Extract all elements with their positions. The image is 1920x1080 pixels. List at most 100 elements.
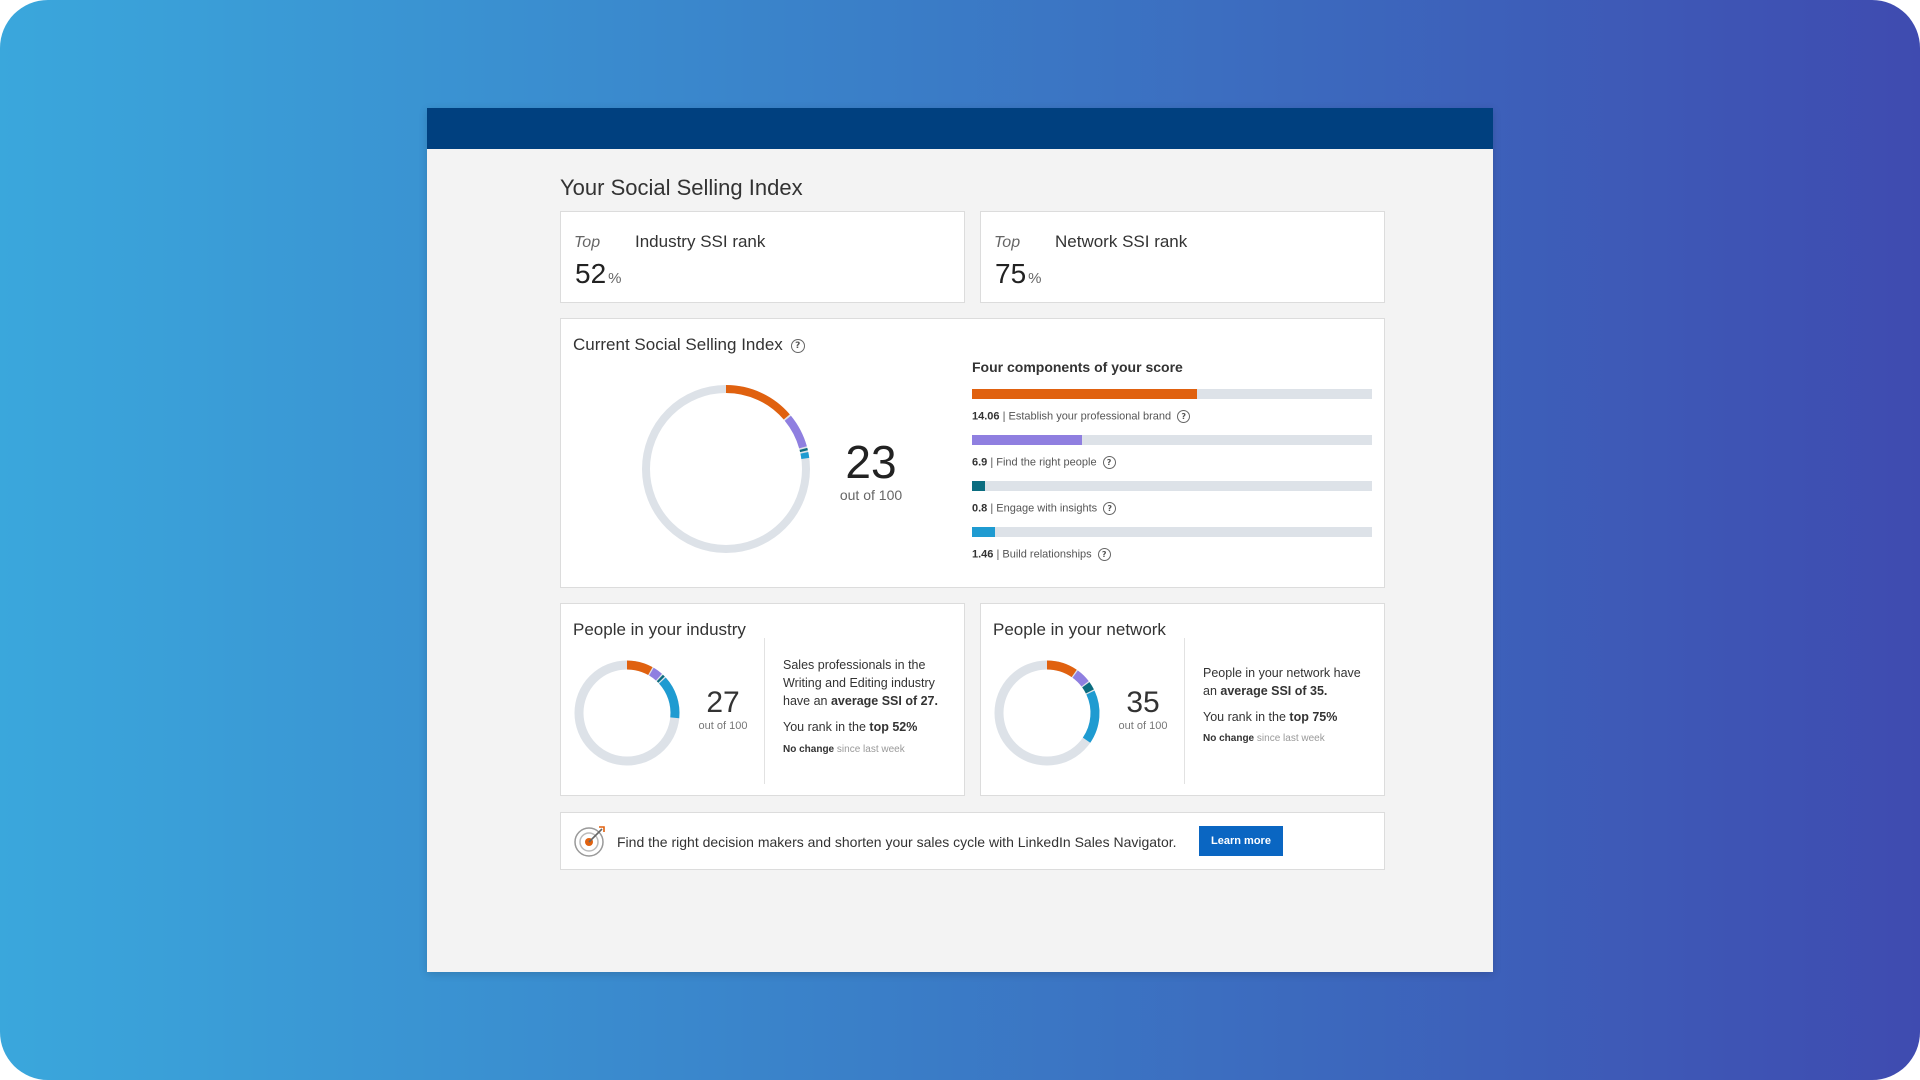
rank-prefix: You rank in the [1203, 710, 1286, 725]
industry-score: 27 out of 100 [693, 686, 753, 733]
rank-top-label: Top [574, 234, 601, 251]
component-name: | Engage with insights [987, 502, 1098, 515]
divider [1184, 638, 1185, 784]
industry-donut-chart [574, 660, 680, 766]
industry-average-value: average SSI of 27. [830, 694, 938, 709]
rank-number: 75 [995, 258, 1027, 289]
help-icon[interactable]: ? [790, 338, 805, 353]
network-description: People in your network have an average S… [1203, 664, 1373, 747]
change-bold: No change [1203, 733, 1255, 745]
donut-segment [649, 667, 662, 681]
donut-segment [1082, 682, 1094, 694]
network-card: People in your network 35 out of 100 Peo… [980, 603, 1385, 796]
rank-value: 52% [575, 258, 622, 290]
donut-segment [800, 452, 810, 459]
donut-segment [1072, 670, 1089, 687]
component-bar-track [972, 527, 1372, 537]
industry-score-out-of: out of 100 [698, 720, 748, 732]
network-score: 35 out of 100 [1113, 686, 1173, 733]
components-list: 14.06 | Establish your professional bran… [972, 389, 1372, 573]
ssi-window: Your Social Selling Index Top Industry S… [427, 108, 1493, 972]
ssi-donut-chart [642, 385, 810, 553]
network-score-number: 35 [1126, 686, 1160, 719]
help-icon[interactable]: ? [1103, 502, 1117, 515]
component-bar-fill [972, 481, 985, 491]
top-navigation-bar [427, 108, 1493, 149]
component-bar-track [972, 481, 1372, 491]
donut-segment [784, 415, 807, 449]
donut-segment [656, 674, 665, 683]
component-bar-fill [972, 435, 1083, 445]
rank-label: Industry SSI rank [635, 232, 766, 251]
donut-segment [725, 385, 790, 420]
rank-unit: % [1028, 270, 1042, 287]
component-row: 0.8 | Engage with insights? [972, 481, 1372, 527]
component-bar-track [972, 389, 1372, 399]
target-icon [574, 826, 605, 857]
sales-navigator-promo: Find the right decision makers and short… [560, 812, 1385, 870]
donut-segment [1082, 690, 1100, 743]
ssi-title: Current Social Selling Index? [573, 335, 805, 355]
industry-card: People in your industry 27 out of 100 Sa… [560, 603, 965, 796]
components-heading: Four components of your score [972, 359, 1183, 375]
network-donut-chart [994, 660, 1100, 766]
component-label: 0.8 | Engage with insights? [972, 502, 1117, 515]
network-title: People in your network [993, 620, 1166, 639]
learn-more-button[interactable]: Learn more [1199, 826, 1283, 856]
current-ssi-card: Current Social Selling Index? 23 out of … [560, 318, 1385, 588]
divider [764, 638, 765, 784]
change-bold: No change [783, 743, 835, 755]
rank-bold: top 75% [1289, 710, 1338, 725]
component-value: 14.06 [972, 410, 1000, 423]
network-average-value: average SSI of 35. [1220, 684, 1328, 699]
help-icon[interactable]: ? [1097, 548, 1111, 561]
rank-label: Network SSI rank [1055, 232, 1188, 251]
network-rank: You rank in the top 75% [1203, 708, 1373, 726]
donut-segment [658, 677, 680, 719]
help-icon[interactable]: ? [1177, 410, 1191, 423]
promo-text: Find the right decision makers and short… [617, 834, 1177, 850]
network-average: People in your network have an average S… [1203, 664, 1373, 700]
ssi-title-text: Current Social Selling Index [573, 335, 783, 354]
page-title: Your Social Selling Index [560, 175, 803, 200]
component-label: 6.9 | Find the right people? [972, 456, 1116, 469]
network-change: No change since last week [1203, 732, 1373, 747]
ssi-score: 23 out of 100 [831, 439, 911, 503]
industry-average: Sales professionals in the Writing and E… [783, 656, 953, 710]
component-row: 14.06 | Establish your professional bran… [972, 389, 1372, 435]
rank-number: 52 [575, 258, 607, 289]
component-bar-track [972, 435, 1372, 445]
rank-prefix: You rank in the [783, 720, 866, 735]
ssi-score-number: 23 [845, 436, 897, 488]
donut-segment [1046, 660, 1077, 678]
industry-title: People in your industry [573, 620, 746, 639]
network-rank-card: Top Network SSI rank 75% [980, 211, 1385, 303]
industry-score-number: 27 [706, 686, 740, 719]
help-icon[interactable]: ? [1102, 456, 1116, 469]
ssi-score-out-of: out of 100 [839, 487, 903, 503]
component-name: | Establish your professional brand [999, 410, 1172, 423]
industry-description: Sales professionals in the Writing and E… [783, 656, 953, 757]
change-since: since last week [836, 743, 905, 755]
component-label: 14.06 | Establish your professional bran… [972, 410, 1191, 423]
industry-change: No change since last week [783, 743, 953, 758]
component-bar-fill [972, 527, 996, 537]
component-row: 6.9 | Find the right people? [972, 435, 1372, 481]
component-value: 0.8 [972, 502, 988, 515]
industry-rank: You rank in the top 52% [783, 718, 953, 736]
component-label: 1.46 | Build relationships? [972, 548, 1111, 561]
network-score-out-of: out of 100 [1118, 720, 1168, 732]
component-value: 6.9 [972, 456, 988, 469]
rank-top-label: Top [994, 234, 1021, 251]
rank-value: 75% [995, 258, 1042, 290]
donut-segment [799, 447, 808, 453]
component-value: 1.46 [972, 548, 994, 561]
network-intro: People in your network have an [1203, 666, 1361, 699]
donut-segment [626, 660, 653, 676]
score-components: Four components of your score 14.06 | Es… [972, 359, 1372, 573]
rank-bold: top 52% [869, 720, 918, 735]
component-name: | Find the right people [987, 456, 1097, 469]
component-name: | Build relationships [993, 548, 1092, 561]
component-row: 1.46 | Build relationships? [972, 527, 1372, 573]
